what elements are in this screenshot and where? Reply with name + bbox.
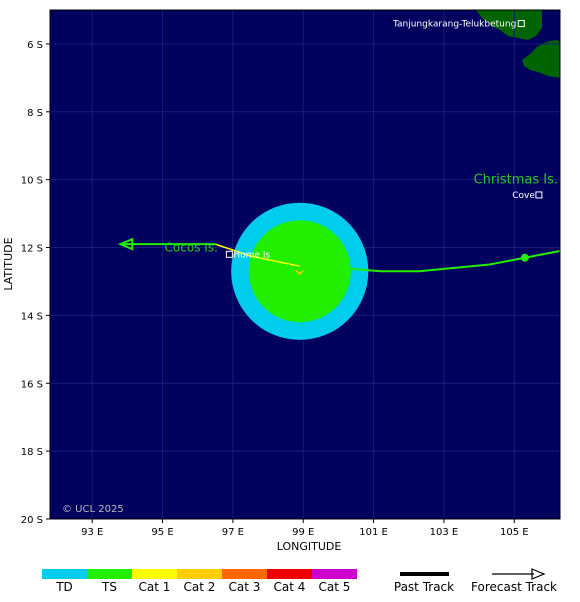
legend-category-label: Cat 3 (229, 580, 261, 594)
lon-tick-label: 95 E (151, 527, 173, 538)
legend-swatch (87, 569, 132, 579)
place-label: Christmas Is. (474, 173, 558, 188)
x-axis-title: LONGITUDE (277, 540, 342, 553)
y-axis-title: LATITUDE (2, 237, 15, 290)
place-label: Cocos Is. (165, 241, 218, 255)
past-track-point (520, 253, 529, 262)
legend-swatch (267, 569, 312, 579)
lon-tick-label: 99 E (292, 527, 314, 538)
lat-tick-label: 8 S (27, 108, 43, 119)
lon-tick-label: 97 E (222, 527, 244, 538)
forecast-track-line (215, 243, 300, 267)
forecast-arrowhead-icon (117, 237, 134, 251)
legend-swatch (132, 569, 177, 579)
place-label: Tanjungkarang-Telukbetung (392, 20, 516, 30)
lat-tick-label: 14 S (21, 311, 43, 322)
legend-swatch (312, 569, 357, 579)
lat-tick-label: 16 S (21, 379, 43, 390)
legend-category-label: Cat 2 (184, 580, 216, 594)
lat-tick-label: 20 S (21, 515, 43, 526)
lat-tick-label: 6 S (27, 40, 43, 51)
grid-lines (50, 10, 560, 519)
lat-tick-label: 12 S (21, 244, 43, 255)
town-marker-icon (535, 191, 543, 199)
storm-layer (117, 202, 560, 340)
credit-text: © UCL 2025 (62, 504, 124, 515)
legend-swatch (42, 569, 87, 579)
lon-tick-label: 105 E (500, 527, 529, 538)
lat-tick-label: 10 S (21, 176, 43, 187)
storm-center-icon (295, 269, 305, 275)
forecast-track-legend-label: Forecast Track (471, 580, 557, 594)
java-land (522, 40, 560, 78)
lon-tick-label: 103 E (430, 527, 459, 538)
past-track-line (299, 249, 560, 273)
legend-category-label: Cat 1 (139, 580, 171, 594)
legend: TD TS Cat 1 Cat 2 Cat 3 Cat 4 Cat 5 Past Track F… (42, 568, 557, 594)
town-marker-icon (225, 250, 233, 258)
city-marker-icon (517, 20, 525, 28)
forecast-arrow-icon (531, 568, 546, 580)
legend-category-label: TS (101, 580, 117, 594)
ts-wind-radius (248, 220, 351, 323)
lon-tick-label: 101 E (359, 527, 388, 538)
legend-swatch (177, 569, 222, 579)
lon-tick-label: 93 E (81, 527, 103, 538)
legend-swatch (222, 569, 267, 579)
past-track-legend-label: Past Track (394, 580, 454, 594)
place-label: Home Is (233, 250, 270, 260)
lat-tick-label: 18 S (21, 447, 43, 458)
plot-frame (49, 9, 561, 520)
legend-category-label: Cat 4 (274, 580, 306, 594)
sumatra-land (476, 10, 542, 40)
place-label: Cove (512, 191, 535, 201)
places-layer: Tanjungkarang-Telukbetung Christmas Is. Co… (165, 20, 558, 261)
legend-category-label: TD (55, 580, 73, 594)
legend-category-label: Cat 5 (319, 580, 351, 594)
axis-ticks: 93 E 95 E 97 E 99 E 101 E 103 E 105 E 6 S 8 S 10 … (21, 40, 529, 538)
